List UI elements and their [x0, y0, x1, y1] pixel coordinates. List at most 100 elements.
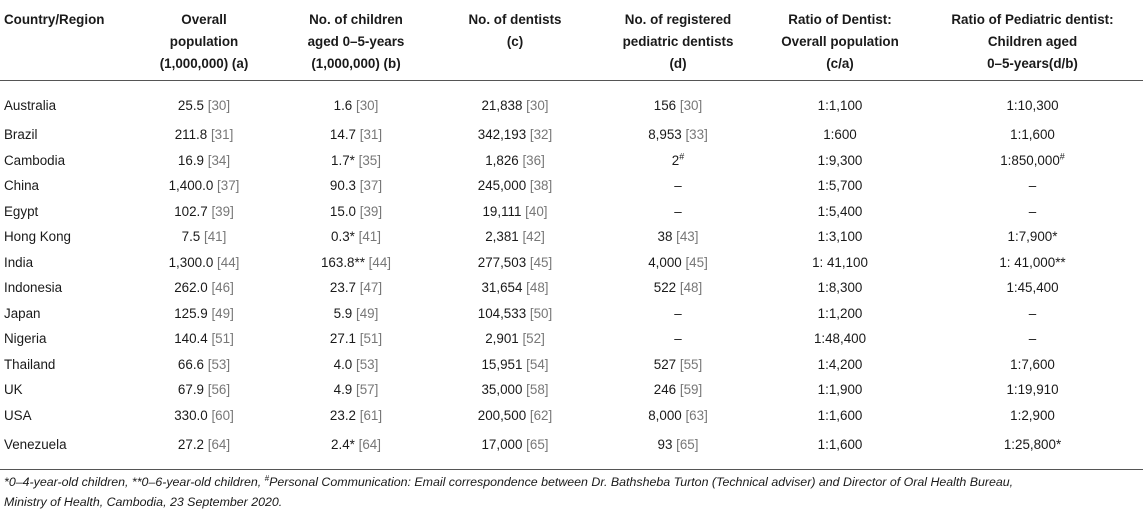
citation-ref: [63] — [685, 407, 708, 423]
children-cell: 4.9 [57] — [333, 382, 379, 398]
table-row: Brazil 211.8 [31] 14.7 [31] 342,193 [32] 8,9… — [0, 122, 1143, 148]
ratio-pediatric-cell: 1: 41,000** — [999, 254, 1066, 270]
dentists-cell: 31,654 [48] — [481, 280, 549, 296]
pediatric-dentists-cell: 522 [48] — [653, 280, 703, 296]
citation-ref: [60] — [211, 407, 234, 423]
ratio-dentist-cell: 1:1,600 — [817, 407, 863, 423]
citation-ref: [33] — [685, 127, 708, 143]
citation-ref: [57] — [356, 382, 379, 398]
dentists-cell: 104,533 [50] — [477, 305, 553, 321]
population-cell: 102.7 [39] — [174, 203, 234, 219]
citation-ref: [61] — [359, 407, 383, 423]
country-cell: Egypt — [4, 203, 39, 219]
dentists-cell: 200,500 [62] — [477, 407, 553, 423]
dentists-cell: 245,000 [38] — [477, 178, 553, 194]
header-ratio-pediatric-children: Ratio of Pediatric dentist: Children aged… — [922, 0, 1143, 81]
ratio-pediatric-cell: – — [1028, 305, 1037, 321]
citation-ref: [48] — [679, 280, 703, 296]
children-cell: 163.8** [44] — [320, 254, 392, 270]
table-row: Indonesia 262.0 [46] 23.7 [47] 31,654 [48] 5… — [0, 275, 1143, 301]
pediatric-dentists-cell: 4,000 [45] — [648, 254, 708, 270]
dentists-cell: 277,503 [45] — [477, 254, 553, 270]
pediatric-dentists-cell: 156 [30] — [653, 98, 703, 113]
citation-ref: [34] — [207, 152, 231, 168]
citation-ref: [41] — [204, 229, 227, 245]
country-cell: Japan — [4, 305, 41, 321]
pediatric-dentists-cell: – — [674, 305, 682, 321]
citation-ref: [58] — [526, 382, 549, 398]
pediatric-dentists-cell: 38 [43] — [657, 229, 699, 245]
citation-ref: [40] — [525, 203, 548, 219]
dentists-cell: 35,000 [58] — [481, 382, 549, 398]
citation-ref: [49] — [211, 305, 234, 321]
ratio-pediatric-cell: 1:2,900 — [1010, 407, 1055, 423]
citation-ref: [39] — [211, 203, 234, 219]
ratio-dentist-cell: 1:3,100 — [817, 229, 863, 245]
population-cell: 262.0 [46] — [174, 280, 234, 296]
citation-ref: [32] — [529, 127, 553, 143]
table-row: Thailand 66.6 [53] 4.0 [53] 15,951 [54] 527 … — [0, 352, 1143, 378]
citation-ref: [48] — [526, 280, 549, 296]
dentists-cell: 17,000 [65] — [432, 428, 598, 470]
children-cell: 15.0 [39] — [329, 203, 383, 219]
citation-ref: [53] — [207, 356, 231, 372]
dentists-cell: 1,826 [36] — [485, 152, 545, 168]
children-cell: 27.1 [51] — [329, 331, 383, 347]
header-country: Country/Region — [0, 0, 128, 81]
table-footnote: *0–4-year-old children, **0–6-year-old c… — [4, 473, 1014, 509]
ratio-dentist-cell: 1:1,900 — [817, 382, 863, 398]
country-cell: UK — [4, 382, 23, 398]
citation-ref: [44] — [368, 254, 392, 270]
citation-ref: [31] — [359, 127, 383, 143]
ratio-pediatric-cell: – — [1028, 203, 1037, 219]
ratio-dentist-cell: 1:5,700 — [817, 178, 863, 194]
table-row: Japan 125.9 [49] 5.9 [49] 104,533 [50] – 1:1… — [0, 301, 1143, 327]
pediatric-dentists-cell: – — [674, 203, 682, 219]
table-row: UK 67.9 [56] 4.9 [57] 35,000 [58] 246 [59] 1:… — [0, 377, 1143, 403]
citation-ref: [30] — [207, 98, 231, 113]
population-cell: 140.4 [51] — [174, 331, 234, 347]
children-cell: 0.3* [41] — [331, 229, 381, 245]
pediatric-dentists-cell: 2# — [671, 151, 685, 168]
ratio-pediatric-cell: 1:19,910 — [1006, 382, 1059, 398]
citation-ref: [52] — [522, 331, 545, 347]
pediatric-dentists-cell: – — [674, 178, 682, 194]
citation-ref: [51] — [359, 331, 383, 347]
country-cell: USA — [4, 407, 32, 423]
country-cell: Thailand — [4, 356, 56, 372]
citation-ref: [44] — [217, 254, 240, 270]
country-cell: India — [4, 254, 34, 270]
citation-ref: [49] — [356, 305, 379, 321]
citation-ref: [51] — [211, 331, 234, 347]
country-cell: Hong Kong — [4, 229, 72, 245]
children-cell: 1.6 [30] — [333, 98, 379, 113]
ratio-pediatric-cell: 1:850,000# — [1000, 151, 1065, 168]
table-row: Egypt 102.7 [39] 15.0 [39] 19,111 [40] – 1:5… — [0, 199, 1143, 225]
table-row: China 1,400.0 [37] 90.3 [37] 245,000 [38] – … — [0, 173, 1143, 199]
table-row: Hong Kong 7.5 [41] 0.3* [41] 2,381 [42] 38 [… — [0, 224, 1143, 250]
ratio-dentist-cell: 1:1,200 — [817, 305, 863, 321]
pediatric-dentists-cell: 93 [65] — [598, 428, 758, 470]
citation-ref: [30] — [526, 98, 549, 113]
children-cell: 2.4* [64] — [280, 428, 432, 470]
citation-ref: [59] — [679, 382, 703, 398]
ratio-dentist-cell: 1:600 — [823, 127, 857, 143]
country-cell: Cambodia — [4, 152, 66, 168]
dentists-cell: 2,381 [42] — [485, 229, 545, 245]
country-cell: China — [4, 178, 39, 194]
pediatric-dentists-cell: 8,000 [63] — [648, 407, 708, 423]
population-cell: 330.0 [60] — [174, 407, 234, 423]
citation-ref: [56] — [207, 382, 231, 398]
citation-ref: [38] — [529, 178, 553, 194]
population-cell: 125.9 [49] — [174, 305, 234, 321]
ratio-dentist-cell: 1:5,400 — [817, 203, 863, 219]
citation-ref: [65] — [526, 437, 549, 452]
table-row: Cambodia 16.9 [34] 1.7* [35] 1,826 [36] 2# 1… — [0, 148, 1143, 174]
children-cell: 90.3 [37] — [329, 178, 383, 194]
header-row: Country/Region Overall population (1,000,0… — [0, 0, 1143, 81]
table-row: Nigeria 140.4 [51] 27.1 [51] 2,901 [52] – 1:… — [0, 326, 1143, 352]
citation-ref: [62] — [529, 407, 553, 423]
dentists-cell: 19,111 [40] — [482, 203, 548, 219]
population-cell: 211.8 [31] — [174, 127, 234, 143]
